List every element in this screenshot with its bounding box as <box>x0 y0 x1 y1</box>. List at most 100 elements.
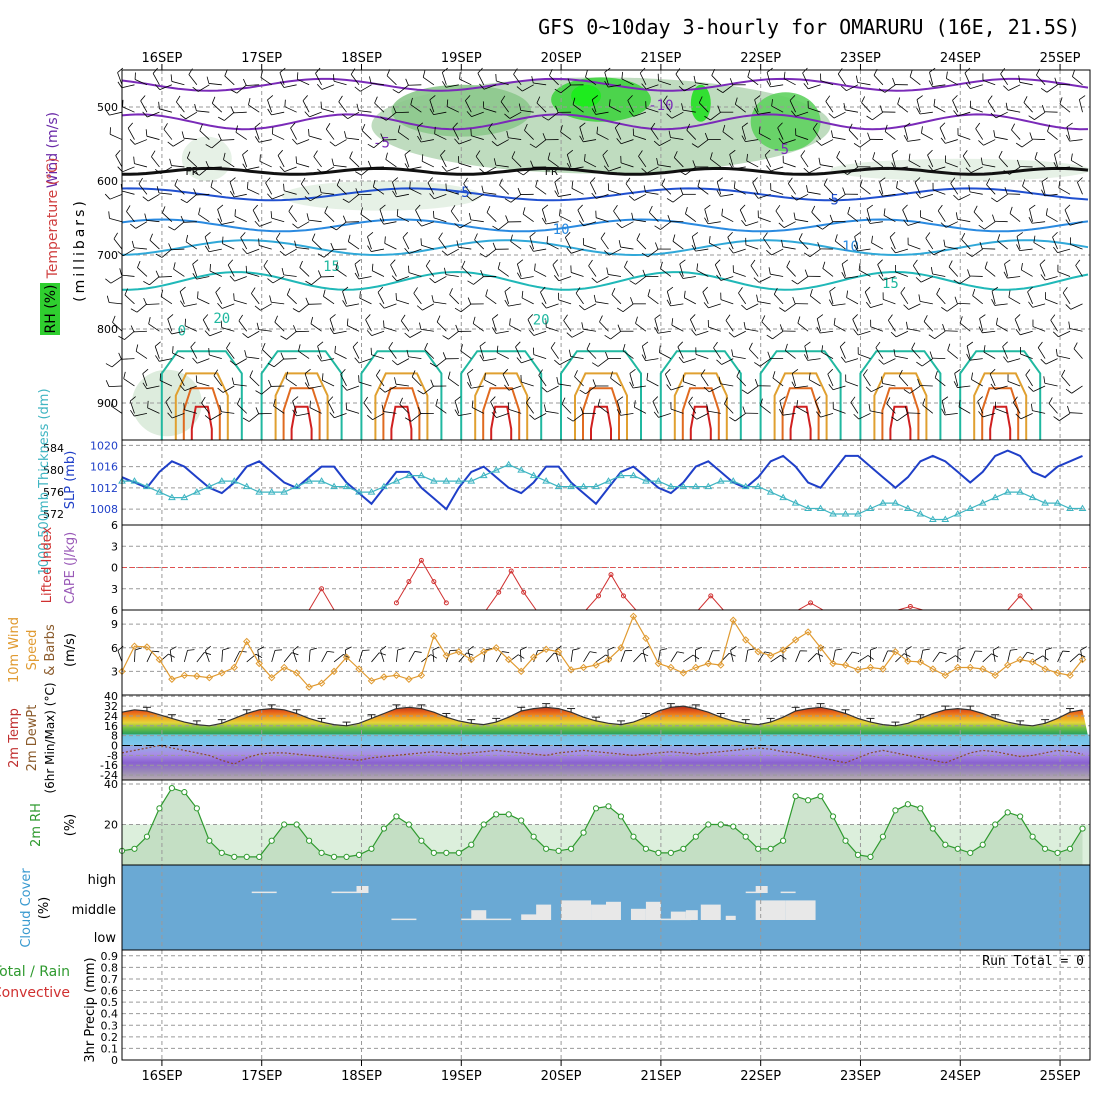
wind-barb <box>308 649 311 662</box>
wind-barb-flag <box>837 68 843 75</box>
wind-speed-point <box>1028 658 1037 666</box>
wind-barb <box>149 276 160 286</box>
wind-barb <box>982 330 996 334</box>
wind-barb <box>772 330 784 340</box>
wind-barb-flag <box>427 177 433 184</box>
wind-speed-point <box>1066 671 1074 680</box>
wind-barb-flag <box>367 232 374 238</box>
wind-barb <box>458 412 472 417</box>
wind-barb <box>708 385 721 393</box>
wind-barb <box>395 383 409 387</box>
diurnal-contour <box>659 350 742 440</box>
wind-barb <box>696 413 709 420</box>
wind-barb <box>238 320 248 332</box>
wind-barb <box>1020 353 1033 359</box>
wind-barb-flag <box>747 70 751 78</box>
wind-speed-point <box>879 665 887 673</box>
wind-barb-flag <box>791 195 797 201</box>
wind-barb-flag <box>1040 87 1048 93</box>
wind-barb <box>171 81 185 86</box>
wind-barb-flag <box>721 208 724 216</box>
wind-barb-flag <box>465 95 471 101</box>
wind-barb <box>236 84 247 94</box>
wind-barb <box>633 219 646 223</box>
wind-barb <box>359 358 372 364</box>
wind-barb-flag <box>1059 97 1063 105</box>
wind-barb <box>346 137 360 140</box>
wind-barb <box>540 291 547 305</box>
wind-barb <box>822 221 834 230</box>
wind-speed-point <box>617 644 625 652</box>
wind-barb <box>458 652 467 663</box>
wind-barb <box>234 276 247 282</box>
wind-barb <box>372 413 385 421</box>
wind-barb-flag <box>304 382 310 389</box>
wind-barb-flag <box>176 95 181 103</box>
wind-speed-point <box>330 667 338 676</box>
wind-barb <box>666 291 672 304</box>
wind-barb <box>296 139 310 145</box>
wind-barb-flag <box>394 377 397 385</box>
wind-barb <box>271 193 285 200</box>
wind-barb <box>183 221 197 223</box>
wind-barb <box>558 299 572 305</box>
wind-barb-flag <box>331 158 335 166</box>
wind-barb <box>745 328 759 332</box>
wind-barb <box>736 376 747 387</box>
wind-barb-flag <box>1003 271 1008 279</box>
wind-speed-point <box>629 612 638 621</box>
wind-barb <box>311 239 322 250</box>
wind-barb <box>408 272 422 277</box>
wind-barb <box>158 192 172 195</box>
wind-barb-flag <box>863 369 868 376</box>
wind-barb-flag <box>456 240 459 248</box>
wind-barb <box>833 111 846 119</box>
wind-barb-flag <box>493 158 497 166</box>
wind-barb-flag <box>419 322 422 330</box>
wind-barb-flag <box>540 286 546 293</box>
wind-barb-flag <box>567 149 574 155</box>
wind-barb-flag <box>1072 69 1075 77</box>
wind-barb-flag <box>267 108 272 116</box>
wind-barb <box>146 650 153 663</box>
wind-barb-flag <box>592 379 596 387</box>
wind-barb-flag <box>738 287 743 294</box>
wind-barb-flag <box>990 383 996 390</box>
wind-barb <box>925 237 934 250</box>
wind-barb <box>795 134 809 140</box>
wind-barb-flag <box>871 235 873 243</box>
wind-speed-point <box>529 653 538 661</box>
wind-barb-flag <box>402 232 409 238</box>
rh-point <box>530 833 537 840</box>
wind-barb-flag <box>105 363 113 368</box>
thickness-line <box>122 464 1083 521</box>
wind-speed-point <box>305 683 313 691</box>
wind-barb <box>588 265 597 277</box>
wind-barb <box>984 221 996 230</box>
rh-point <box>555 847 562 854</box>
precip-ylabel-total: Total / Rain <box>0 964 70 980</box>
wind-barb <box>836 157 846 168</box>
wind-barb-flag <box>629 280 636 285</box>
wind-barb <box>427 182 435 195</box>
wind-barb <box>964 72 971 85</box>
wind-barb-flag <box>622 343 626 351</box>
thickness-point <box>754 482 763 490</box>
thickness-point <box>342 482 351 490</box>
wind-barb-flag <box>741 220 747 226</box>
wind-barb <box>111 358 123 368</box>
diurnal-contour <box>582 387 620 440</box>
wind-barb <box>707 410 721 414</box>
wind-barb-flag <box>736 370 741 377</box>
wind-barb-flag <box>654 225 661 230</box>
wind-barb-flag <box>555 105 559 113</box>
wind-barb <box>646 166 659 174</box>
wind-barb-flag <box>363 396 369 404</box>
wind-barb-flag <box>291 652 299 656</box>
wind-barb <box>1007 380 1021 387</box>
wind-barb <box>872 158 884 168</box>
wind-barb-flag <box>818 157 821 165</box>
wind-barb <box>777 127 784 140</box>
wind-barb <box>274 321 285 332</box>
ytick-label: 500 <box>97 101 118 114</box>
